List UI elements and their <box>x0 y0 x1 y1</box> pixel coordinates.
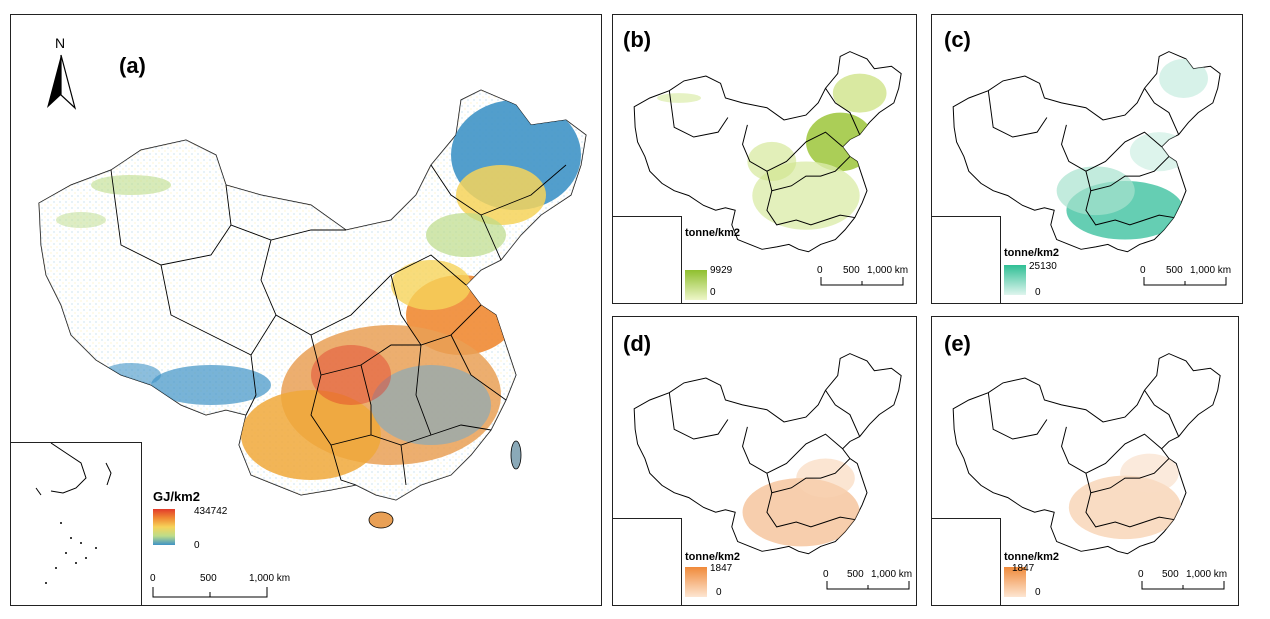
scale-tick-1000-c: 1,000 km <box>1190 265 1232 276</box>
map-panel-e: (e) tonne/km2 1847 0 0 500 1,000 km <box>931 316 1239 606</box>
legend-ramp-d <box>685 567 707 597</box>
legend-title-b: tonne/km2 <box>685 227 741 239</box>
legend-max-d: 1847 <box>710 563 733 574</box>
inset-map-c <box>932 216 1001 303</box>
scale-tick-500-b: 500 <box>843 265 860 276</box>
legend-ramp-e <box>1004 567 1026 597</box>
scale-bar-a <box>152 587 268 598</box>
scale-bar-e <box>1141 581 1225 590</box>
legend-ramp-a <box>153 509 175 545</box>
scale-tick-0-e: 0 <box>1138 569 1144 580</box>
map-panel-a: (a) N GJ/km2 434742 0 0 500 1,000 km <box>10 14 602 606</box>
legend-max-e: 1847 <box>1012 563 1035 574</box>
north-arrow-icon <box>47 54 77 110</box>
scale-tick-0-d: 0 <box>823 569 829 580</box>
legend-max-c: 25130 <box>1029 261 1057 272</box>
legend-min-a: 0 <box>194 540 200 551</box>
panel-label-a: (a) <box>119 53 146 78</box>
legend-max-a: 434742 <box>194 506 228 517</box>
china-map-energy <box>38 89 587 529</box>
legend-max-b: 9929 <box>710 265 733 276</box>
legend-min-b: 0 <box>710 287 716 298</box>
scale-tick-0-c: 0 <box>1140 265 1146 276</box>
legend-title-e: tonne/km2 <box>1004 551 1060 563</box>
legend-title-d: tonne/km2 <box>685 551 741 563</box>
legend-title-c: tonne/km2 <box>1004 247 1060 259</box>
north-label: N <box>55 35 66 51</box>
china-map-e <box>952 353 1221 555</box>
legend-min-e: 0 <box>1035 587 1041 598</box>
legend-min-d: 0 <box>716 587 722 598</box>
south-china-sea-islands <box>35 442 112 584</box>
inset-map-e <box>932 518 1001 605</box>
scale-tick-500-c: 500 <box>1166 265 1183 276</box>
scale-bar-b <box>820 277 904 286</box>
inset-map-d <box>613 518 682 605</box>
scale-tick-1000: 1,000 km <box>249 573 291 584</box>
legend-ramp-b <box>685 270 707 300</box>
scale-bar-d <box>826 581 910 590</box>
scale-tick-0: 0 <box>150 573 156 584</box>
north-arrow: N <box>41 35 81 110</box>
scale-bar-c <box>1143 277 1227 286</box>
legend-min-c: 0 <box>1035 287 1041 298</box>
scale-tick-500-d: 500 <box>847 569 864 580</box>
map-panel-d: (d) tonne/km2 1847 0 0 500 1,000 km <box>612 316 917 606</box>
legend-ramp-c <box>1004 265 1026 295</box>
map-panel-b: (b) tonne/km2 9929 0 0 500 1,000 km <box>612 14 917 304</box>
scale-tick-1000-d: 1,000 km <box>871 569 913 580</box>
scale-tick-500-e: 500 <box>1162 569 1179 580</box>
china-map-c <box>952 51 1221 253</box>
scale-tick-1000-e: 1,000 km <box>1186 569 1228 580</box>
panel-label-d: (d) <box>623 331 652 356</box>
scale-tick-500: 500 <box>200 573 217 584</box>
inset-map-b <box>613 216 682 303</box>
china-map-b <box>633 51 902 253</box>
china-map-d <box>633 353 902 555</box>
legend-title-a: GJ/km2 <box>153 489 200 504</box>
inset-map-south-china-sea <box>11 442 142 605</box>
scale-tick-0-b: 0 <box>817 265 823 276</box>
map-panel-c: (c) tonne/km2 25130 0 0 500 1,000 km <box>931 14 1243 304</box>
panel-label-b: (b) <box>623 27 652 52</box>
scale-tick-1000-b: 1,000 km <box>867 265 909 276</box>
panel-label-c: (c) <box>944 27 971 52</box>
panel-label-e: (e) <box>944 331 971 356</box>
